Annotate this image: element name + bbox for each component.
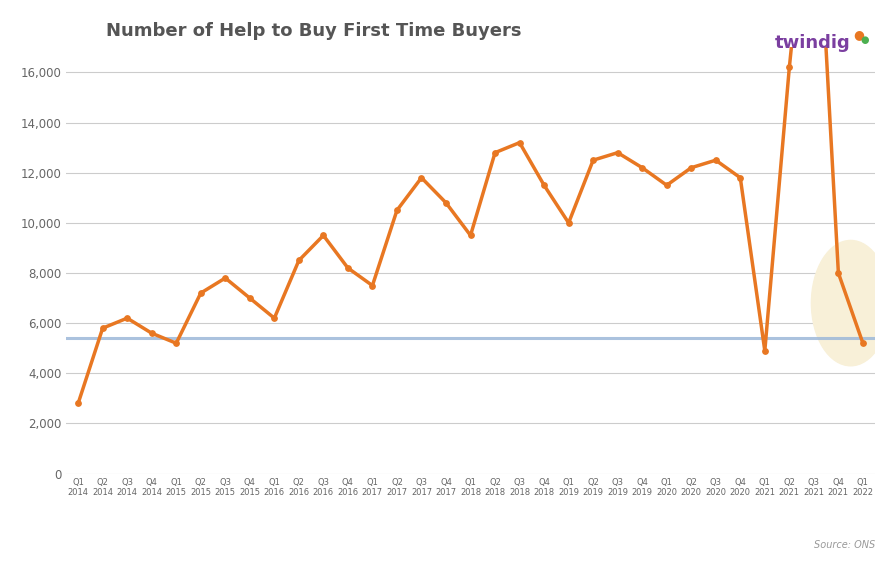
Point [144,328,159,338]
Point [169,339,184,348]
Point [71,399,85,408]
Point [194,289,208,298]
Point [390,205,404,215]
Point [292,256,306,265]
Ellipse shape [812,241,890,366]
Point [831,269,846,278]
Point [120,313,134,323]
Point [340,263,355,273]
Point [856,339,870,348]
Point [586,156,600,165]
Point [684,163,698,172]
Point [635,163,650,172]
Point [414,173,428,183]
Point [782,63,797,72]
Point [610,148,625,157]
Text: ●: ● [853,28,864,41]
Point [733,173,747,183]
Point [537,181,551,190]
Point [513,138,527,147]
Point [267,313,281,323]
Point [488,148,503,157]
Point [316,231,331,240]
Point [758,346,772,355]
Text: twindig: twindig [775,34,851,52]
Point [659,181,674,190]
Point [366,281,380,290]
Point [218,273,232,282]
Text: Number of Help to Buy First Time Buyers: Number of Help to Buy First Time Buyers [107,22,521,40]
Point [439,198,453,207]
Point [96,324,110,333]
Point [243,293,257,302]
Text: ●: ● [860,35,869,45]
Point [562,218,576,227]
Point [709,156,723,165]
Text: Source: ONS: Source: ONS [814,540,875,550]
Point [463,231,478,240]
